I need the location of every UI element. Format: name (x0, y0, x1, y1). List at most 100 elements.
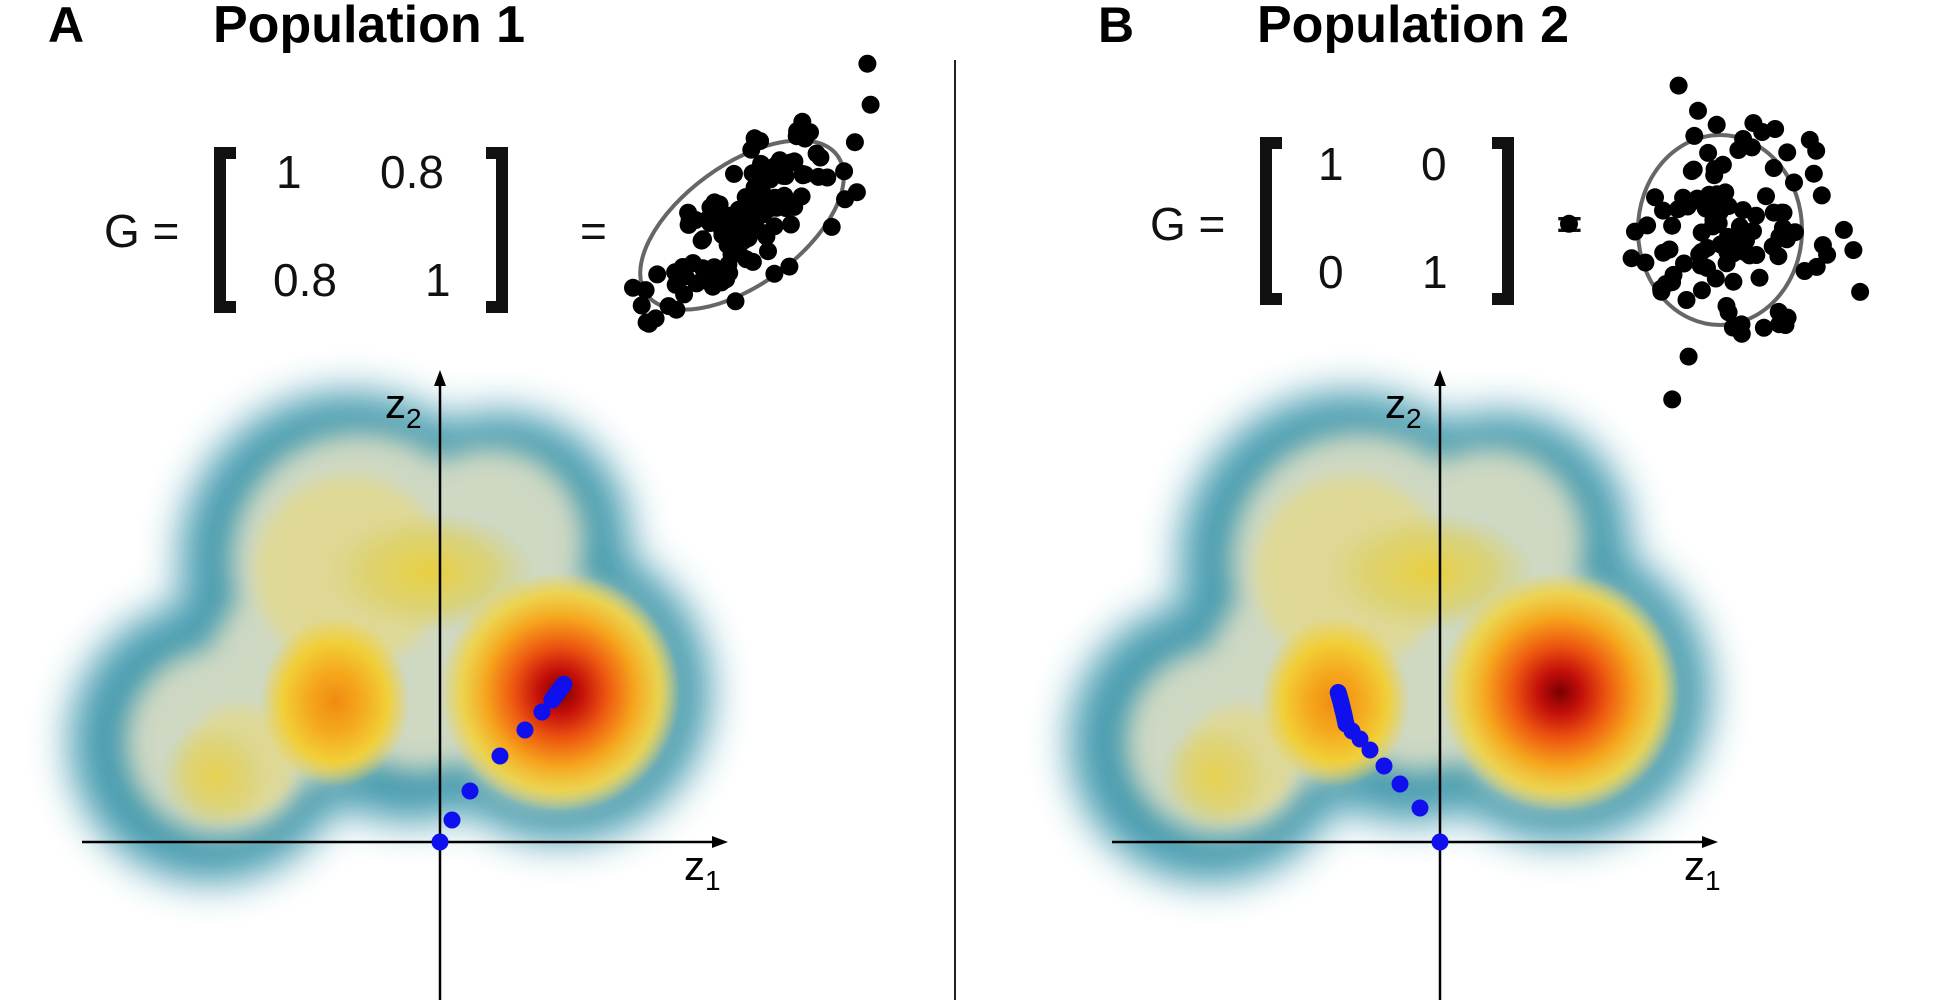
panel-a-trajectory-point (555, 675, 573, 693)
panel-a-fitness-landscape (70, 392, 710, 882)
scatter-point (780, 257, 799, 276)
scatter-point (793, 112, 812, 131)
scatter-point (756, 224, 775, 243)
panel-b-y-arrow (1434, 370, 1446, 386)
scatter-point (679, 215, 698, 234)
panel-b-fitness-landscape (1070, 392, 1710, 882)
scatter-point (1705, 166, 1724, 185)
scatter-point (781, 215, 800, 234)
scatter-point (1699, 143, 1718, 162)
scatter-point (1682, 162, 1701, 181)
panel-a-trajectory (431, 675, 573, 851)
scatter-point (776, 167, 795, 185)
scatter-point (659, 297, 678, 316)
scatter-point (765, 188, 784, 207)
scatter-point (1744, 222, 1762, 241)
scatter-point (836, 190, 854, 209)
panel-b-trajectory-point (1329, 684, 1347, 701)
scatter-point (1674, 188, 1693, 207)
scatter-point (687, 274, 706, 293)
scatter-point (1692, 223, 1711, 242)
scatter-point (1724, 272, 1743, 291)
scatter-point (751, 132, 770, 150)
scatter-point (1807, 141, 1826, 160)
scatter-point (1770, 227, 1789, 246)
panel-b-letter: B (1098, 0, 1134, 53)
scatter-point (835, 162, 854, 181)
panel-b-y-axis-label: z2 (1385, 380, 1422, 434)
scatter-point (1698, 239, 1717, 257)
scatter-point (705, 258, 724, 277)
scatter-point (1750, 268, 1769, 287)
scatter-point (636, 281, 655, 300)
scatter-point (735, 225, 754, 244)
scatter-point (1663, 216, 1682, 235)
scatter-point (1710, 203, 1729, 222)
scatter-point (632, 296, 651, 315)
scatter-point (1707, 115, 1726, 134)
panel-a-matrix-cell: 0.8 (380, 146, 444, 198)
panel-a-bracket-right (486, 147, 508, 313)
scatter-point (640, 314, 658, 333)
panel-b-trajectory (1329, 684, 1449, 851)
scatter-point (765, 264, 784, 283)
scatter-point (1747, 246, 1766, 264)
scatter-point (811, 148, 830, 167)
scatter-point (861, 95, 880, 114)
panel-a-x-axis-label: z1 (684, 842, 721, 896)
scatter-point (1728, 228, 1747, 247)
scatter-point (1719, 303, 1738, 322)
panel-b-matrix-cell: 0 (1421, 138, 1447, 190)
panel-a: A Population 1 G = 1 0.8 0.8 1 = z2 z1 (48, 0, 880, 1000)
scatter-point (785, 197, 804, 216)
panel-b: B Population 2 G = 1 0 0 1 = z2 z1 (1070, 0, 1870, 1000)
scatter-point (1757, 187, 1775, 206)
scatter-point (717, 214, 736, 233)
scatter-point (1851, 282, 1870, 301)
scatter-point (1734, 201, 1752, 220)
scatter-point (755, 199, 773, 218)
scatter-point (1691, 256, 1710, 275)
scatter-point (1560, 214, 1578, 233)
scatter-point (1663, 273, 1682, 292)
scatter-point (1807, 257, 1826, 276)
panel-b-matrix-cell: 0 (1318, 246, 1344, 298)
panel-a-trajectory-point (443, 811, 461, 829)
scatter-point (743, 252, 762, 271)
panel-a-eq-lhs: G = (104, 205, 179, 257)
scatter-point (648, 265, 667, 284)
scatter-point (1692, 281, 1711, 300)
scatter-point (1711, 235, 1730, 254)
scatter-point (1679, 347, 1698, 366)
scatter-point (719, 255, 738, 274)
panel-b-bracket-right (1492, 137, 1514, 305)
scatter-point (743, 164, 762, 183)
scatter-point (1844, 241, 1863, 260)
scatter-point (1770, 315, 1789, 334)
scatter-point (1785, 173, 1803, 192)
panel-a-trajectory-point (533, 703, 551, 721)
panel-a-trajectory-point (491, 747, 509, 765)
scatter-point (703, 277, 722, 296)
scatter-point (675, 285, 694, 304)
panel-a-y-axis-label: z2 (385, 380, 422, 434)
scatter-point (1685, 126, 1704, 145)
scatter-point (1834, 220, 1853, 239)
panel-b-trajectory-point (1431, 833, 1449, 851)
scatter-point (1636, 253, 1655, 272)
scatter-point (1754, 318, 1773, 337)
panel-b-title: Population 2 (1257, 0, 1569, 54)
panel-b-matrix-cell: 1 (1318, 138, 1344, 190)
panel-a-matrix-cell: 1 (425, 254, 451, 306)
scatter-point (1675, 254, 1693, 273)
panel-a-letter: A (48, 0, 84, 53)
scatter-point (818, 168, 837, 187)
scatter-point (759, 242, 777, 261)
panel-b-matrix-cell: 1 (1422, 246, 1448, 298)
scatter-point (694, 230, 712, 249)
scatter-point (1706, 269, 1725, 288)
scatter-point (1732, 324, 1751, 343)
scatter-point (1744, 114, 1763, 133)
panel-b-trajectory-point (1375, 757, 1393, 775)
